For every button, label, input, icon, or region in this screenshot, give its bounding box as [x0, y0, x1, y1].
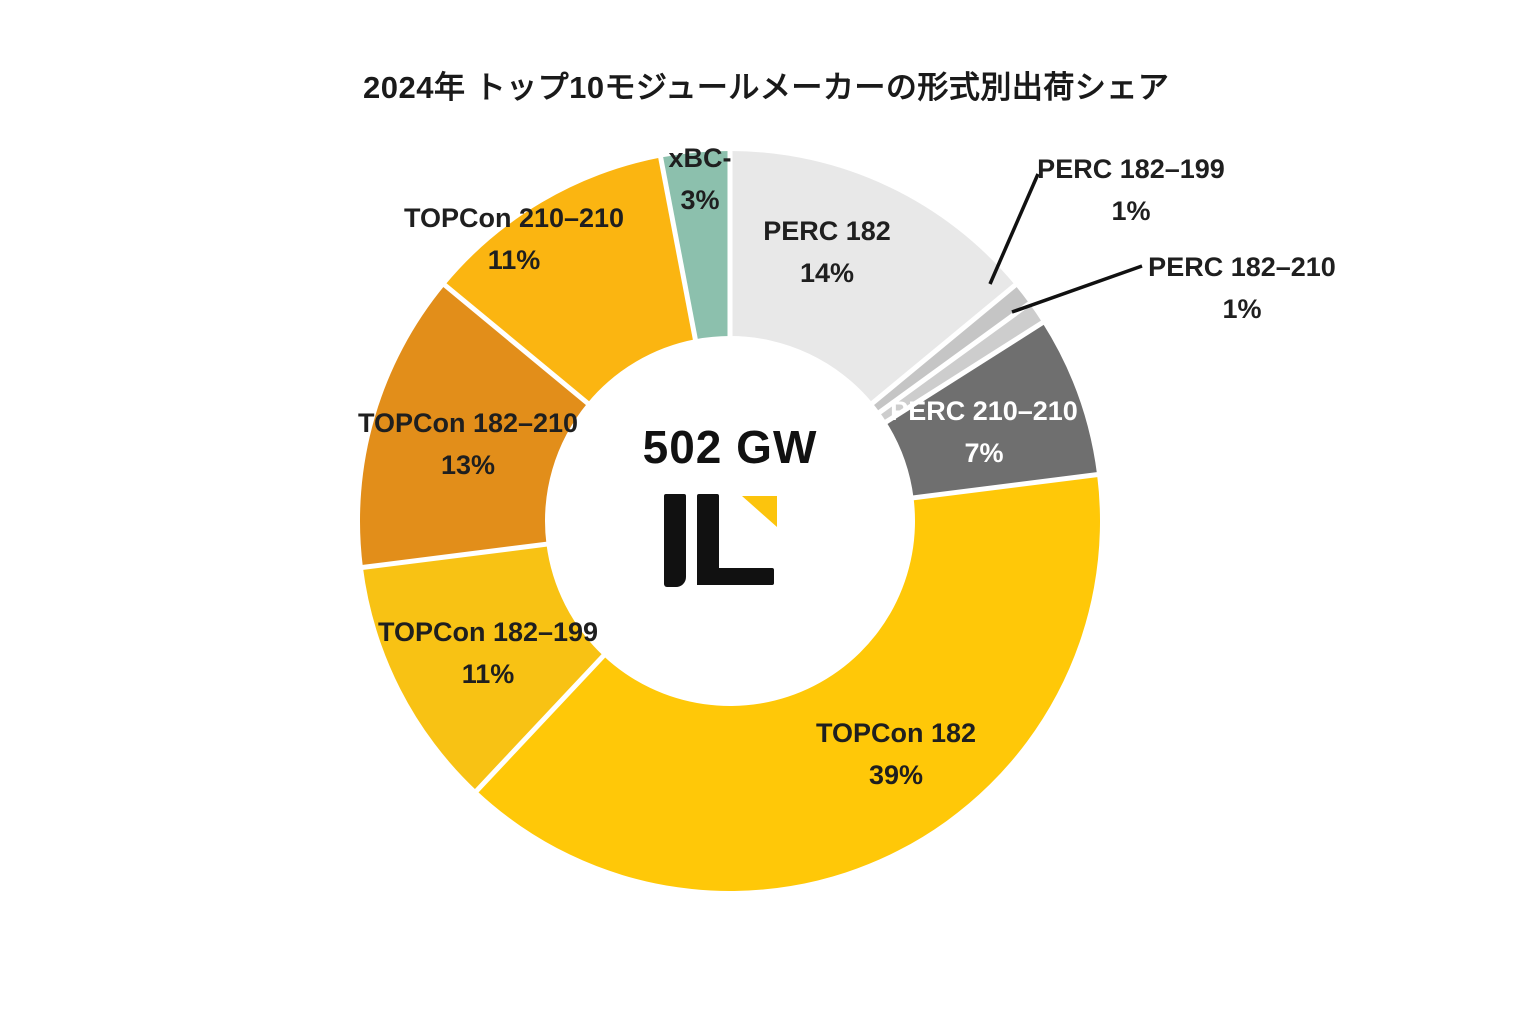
segment-percent: 13%: [440, 450, 496, 480]
segment-percent: 3%: [680, 185, 720, 215]
segment-name: TOPCon 210–210: [403, 203, 625, 233]
label-topcon-182-199: TOPCon 182–199 11%: [378, 611, 598, 695]
infolink-logo-icon: [664, 494, 778, 588]
segment-name: PERC 182: [763, 216, 891, 246]
segment-percent: 11%: [487, 245, 541, 275]
pie-segment-perc-210-210: [886, 322, 1098, 498]
segment-divider: [868, 281, 1019, 407]
segment-percent: 14%: [799, 258, 855, 288]
segment-divider: [875, 300, 1033, 417]
logo-yellow-triangle-icon: [742, 496, 777, 527]
label-topcon-210-210: TOPCon 210–210 11%: [404, 197, 624, 281]
segment-percent: 1%: [1222, 294, 1262, 324]
segment-name: xBC-: [668, 143, 732, 173]
segment-divider: [473, 651, 608, 794]
pie-segment-topcon-182: [476, 474, 1101, 891]
logo-bar-i: [664, 494, 686, 587]
segment-divider: [882, 319, 1046, 426]
center-total-value: 502 GW: [642, 421, 818, 473]
pie-segment-perc-182-210: [879, 303, 1043, 422]
label-xbc: xBC- 3%: [668, 137, 731, 221]
logo-bar-l-foot: [697, 568, 774, 585]
segment-divider: [910, 471, 1100, 501]
callout-label-perc-182-210: PERC 182–210 1%: [1148, 246, 1336, 330]
segment-name: TOPCon 182–210: [357, 408, 579, 438]
logo-bar-l: [697, 494, 719, 585]
label-perc-182: PERC 182 14%: [763, 210, 891, 294]
segment-name: TOPCon 182: [815, 718, 977, 748]
segment-percent: 39%: [868, 760, 924, 790]
segment-name: PERC 182–199: [1037, 154, 1225, 184]
segment-percent: 7%: [964, 438, 1004, 468]
pie-segment-perc-182: [730, 151, 1016, 404]
label-perc-210-210: PERC 210–210 7%: [890, 390, 1078, 474]
segment-divider: [441, 281, 592, 407]
segment-name: PERC 210–210: [890, 396, 1078, 426]
pie-segment-topcon-210-210: [444, 157, 696, 404]
segment-percent: 11%: [461, 659, 515, 689]
leader-line-perc-182-210: [1011, 264, 1143, 314]
label-topcon-182-210: TOPCon 182–210 13%: [358, 402, 578, 486]
pie-segment-topcon-182-199: [362, 544, 604, 791]
segment-divider: [657, 155, 699, 343]
chart-title: 2024年 トップ10モジュールメーカーの形式別出荷シェア: [363, 70, 1170, 105]
segment-percent: 1%: [1111, 196, 1151, 226]
leader-line-perc-182-199: [988, 173, 1040, 285]
pie-segment-topcon-182-210: [360, 285, 588, 568]
label-topcon-182: TOPCon 182 39%: [816, 712, 976, 796]
pie-segment-perc-182-199: [872, 285, 1030, 413]
segment-divider: [360, 541, 550, 571]
pie-segment-xbc: [660, 151, 730, 340]
segment-name: PERC 182–210: [1148, 252, 1336, 282]
callout-label-perc-182-199: PERC 182–199 1%: [1037, 148, 1225, 232]
segment-name: TOPCon 182–199: [377, 617, 599, 647]
